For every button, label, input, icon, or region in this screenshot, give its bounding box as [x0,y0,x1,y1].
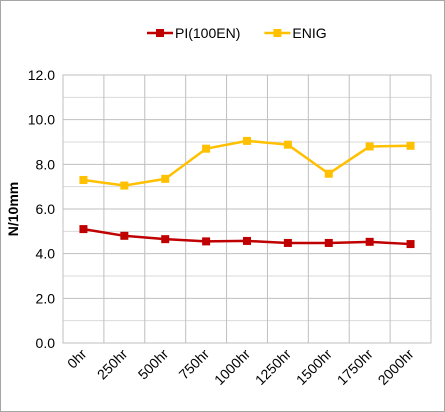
legend-item: PI(100EN) [147,25,240,41]
x-tick-label: 2000hr [375,346,417,388]
data-point [243,236,251,245]
data-point [406,141,415,150]
data-point [324,169,333,178]
legend-label: PI(100EN) [175,25,240,41]
x-tick-label: 1750hr [334,346,376,388]
y-tick-label: 6.0 [36,201,56,217]
legend-label: ENIG [292,25,326,41]
data-point [79,175,88,184]
x-tick-label: 250hr [94,346,131,383]
data-point [161,235,170,244]
y-tick-label: 2.0 [36,290,56,306]
data-point [120,231,129,240]
y-tick-label: 8.0 [36,156,56,172]
y-tick-label: 0.0 [36,335,56,351]
data-point [120,181,129,190]
legend-item: ENIG [264,25,327,41]
series-pi-100en [79,225,415,249]
legend-marker [273,29,282,37]
data-point [283,140,292,149]
y-axis-title: N/10mm [5,182,21,236]
legend-marker [156,29,164,37]
data-point [406,240,415,249]
y-tick-label: 10.0 [28,112,55,128]
data-point [243,136,251,145]
x-axis-tick-labels: 0hr 250hr 500hr 750hr1000hr1250hr1500hr1750… [64,346,417,388]
data-point [324,238,333,247]
x-tick-label: 1500hr [293,346,335,388]
data-series [79,136,415,249]
data-point [365,237,374,246]
y-tick-label: 4.0 [36,246,56,262]
data-point [202,144,211,153]
gridlines [62,74,432,344]
x-tick-label: 1000hr [211,346,253,388]
legend: PI(100EN) ENIG [147,25,327,41]
plot-border [62,74,432,344]
series-enig [79,136,415,190]
data-point [161,174,170,183]
data-point [283,238,292,247]
y-axis-tick-labels: 0.0 2.0 4.0 6.0 8.0 10.0 12.0 [28,67,55,351]
data-point [202,237,211,246]
x-tick-label: 750hr [176,346,213,383]
x-tick-label: 0hr [64,346,90,372]
x-tick-label: 1250hr [252,346,294,388]
x-tick-label: 500hr [135,346,172,383]
y-tick-label: 12.0 [28,67,55,83]
data-point [79,225,88,234]
data-point [365,142,374,151]
